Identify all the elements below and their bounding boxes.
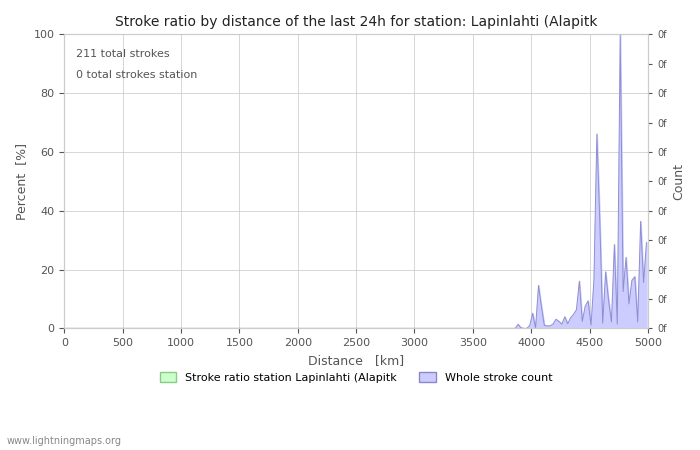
- X-axis label: Distance   [km]: Distance [km]: [308, 354, 404, 367]
- Y-axis label: Percent  [%]: Percent [%]: [15, 143, 28, 220]
- Y-axis label: Count: Count: [672, 163, 685, 200]
- Legend: Stroke ratio station Lapinlahti (Alapitk, Whole stroke count: Stroke ratio station Lapinlahti (Alapitk…: [155, 368, 557, 387]
- Text: 211 total strokes: 211 total strokes: [76, 49, 169, 59]
- Text: 0 total strokes station: 0 total strokes station: [76, 70, 197, 80]
- Title: Stroke ratio by distance of the last 24h for station: Lapinlahti (Alapitk: Stroke ratio by distance of the last 24h…: [115, 15, 597, 29]
- Text: www.lightningmaps.org: www.lightningmaps.org: [7, 436, 122, 446]
